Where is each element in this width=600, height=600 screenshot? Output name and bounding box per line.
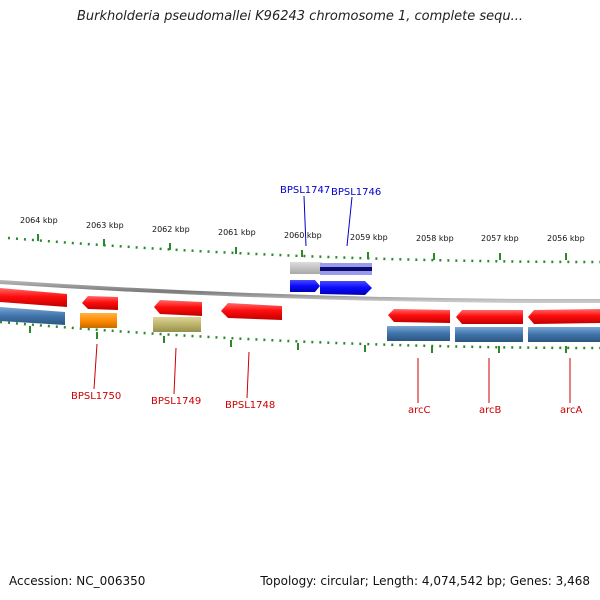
label-BPSL1750[interactable]: BPSL1750: [71, 391, 121, 402]
label-BPSL1746[interactable]: BPSL1746: [331, 187, 381, 198]
tick-label-2064: 2064 kbp: [20, 216, 58, 225]
feature-navy-line: [320, 267, 372, 271]
tick-label-2060: 2060 kbp: [284, 231, 322, 240]
accession-text: Accession: NC_006350: [9, 574, 146, 588]
tick-label-2057: 2057 kbp: [481, 234, 519, 243]
gene-BPSL1749-red[interactable]: [154, 300, 202, 316]
tick-label-2063: 2063 kbp: [86, 221, 124, 230]
upper-major-ticks: [37, 234, 567, 260]
label-BPSL1749[interactable]: BPSL1749: [151, 396, 201, 407]
label-arcC[interactable]: arcC: [408, 405, 431, 416]
gene-BPSL1750-red[interactable]: [82, 296, 118, 310]
cds-BPSL1750-orange[interactable]: [80, 313, 117, 328]
label-arcA[interactable]: arcA: [560, 405, 583, 416]
cds-arcA[interactable]: [528, 327, 600, 342]
label-BPSL1748[interactable]: BPSL1748: [225, 400, 275, 411]
cds-left-edge[interactable]: [0, 307, 65, 325]
gene-BPSL1748[interactable]: [221, 303, 282, 320]
label-BPSL1747[interactable]: BPSL1747: [280, 185, 330, 196]
label-leaders: [93, 195, 571, 403]
label-arcB[interactable]: arcB: [479, 405, 502, 416]
cds-arcC[interactable]: [387, 326, 450, 341]
gene-arcA[interactable]: [528, 309, 600, 324]
chromosome-backbone: [0, 280, 600, 304]
lower-major-ticks: [29, 326, 567, 353]
feature-grey-bar[interactable]: [290, 262, 322, 274]
gene-arcB[interactable]: [456, 310, 523, 324]
map-title: Burkholderia pseudomallei K96243 chromos…: [76, 9, 524, 24]
gene-left-edge-red[interactable]: [0, 288, 67, 307]
tick-label-2062: 2062 kbp: [152, 225, 190, 234]
cds-arcB[interactable]: [455, 327, 523, 342]
genome-summary: Topology: circular; Length: 4,074,542 bp…: [260, 574, 590, 588]
gene-BPSL1746[interactable]: [320, 281, 372, 295]
gene-arcC[interactable]: [388, 309, 450, 323]
tick-label-2056: 2056 kbp: [547, 234, 585, 243]
tick-label-2058: 2058 kbp: [416, 234, 454, 243]
cds-BPSL1749-khaki[interactable]: [153, 317, 201, 332]
tick-label-2061: 2061 kbp: [218, 228, 256, 237]
tick-label-2059: 2059 kbp: [350, 233, 388, 242]
gene-BPSL1747[interactable]: [290, 280, 320, 292]
